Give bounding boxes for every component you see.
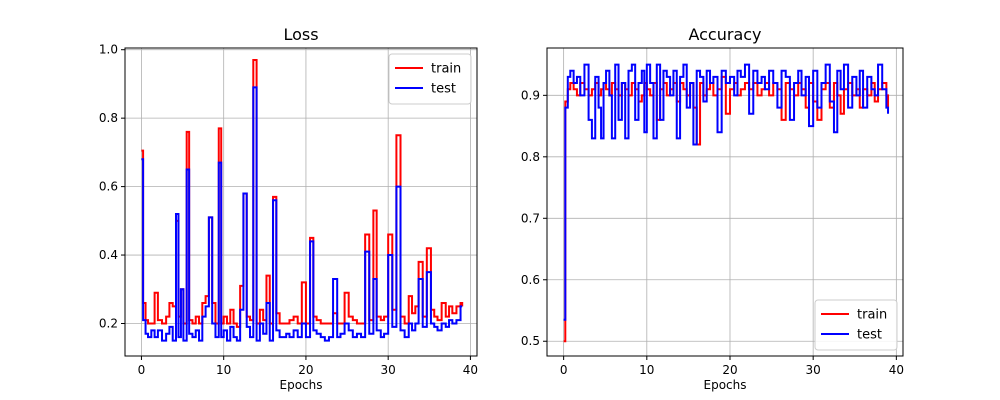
- legend-label-test: test: [857, 328, 882, 343]
- legend-label-train: train: [857, 308, 887, 323]
- y-tick-label: 0.2: [99, 316, 118, 330]
- y-tick-label: 1.0: [99, 43, 118, 57]
- y-tick-label: 0.8: [521, 150, 540, 164]
- series-line-train: [141, 58, 464, 328]
- legend-box: [814, 299, 898, 351]
- x-tick-label: 40: [889, 363, 904, 377]
- y-tick-label: 0.4: [99, 248, 118, 262]
- chart-title: Accuracy: [688, 25, 761, 44]
- x-axis-label: Epochs: [704, 378, 747, 392]
- legend: train test: [814, 299, 898, 351]
- y-tick-label: 0.6: [521, 273, 540, 287]
- x-tick-label: 10: [639, 363, 654, 377]
- x-axis-label: Epochs: [280, 378, 323, 392]
- accuracy-chart: 0 10 20 30 40 0.5 0.6 0.7 0.8 0.9 Accuracy Epochs tr…: [521, 25, 904, 392]
- y-tick-label: 0.5: [521, 334, 540, 348]
- x-tick-label: 20: [298, 363, 313, 377]
- x-tick-label: 0: [560, 363, 568, 377]
- x-tick-label: 10: [216, 363, 231, 377]
- axes-frame: [124, 47, 478, 357]
- x-tick-label: 30: [806, 363, 821, 377]
- legend-box: [388, 53, 472, 105]
- x-tick-label: 30: [381, 363, 396, 377]
- y-tick-label: 0.9: [521, 88, 540, 102]
- series-line-test: [141, 86, 463, 342]
- legend-label-test: test: [431, 82, 456, 97]
- x-tick-label: 20: [722, 363, 737, 377]
- loss-chart: 0 10 20 30 400.20.40.60.81.0LossEpochstraint…: [99, 25, 478, 392]
- axes-frame: [546, 47, 904, 357]
- y-tick-label: 0.7: [521, 211, 540, 225]
- legend: train test: [388, 53, 472, 105]
- legend-label-train: train: [431, 62, 461, 77]
- chart-title: Loss: [283, 25, 318, 44]
- y-tick-label: 0.6: [99, 180, 118, 194]
- x-tick-label: 0: [138, 363, 146, 377]
- series-line-test: [563, 63, 890, 321]
- x-tick-label: 40: [463, 363, 478, 377]
- y-tick-label: 0.8: [99, 111, 118, 125]
